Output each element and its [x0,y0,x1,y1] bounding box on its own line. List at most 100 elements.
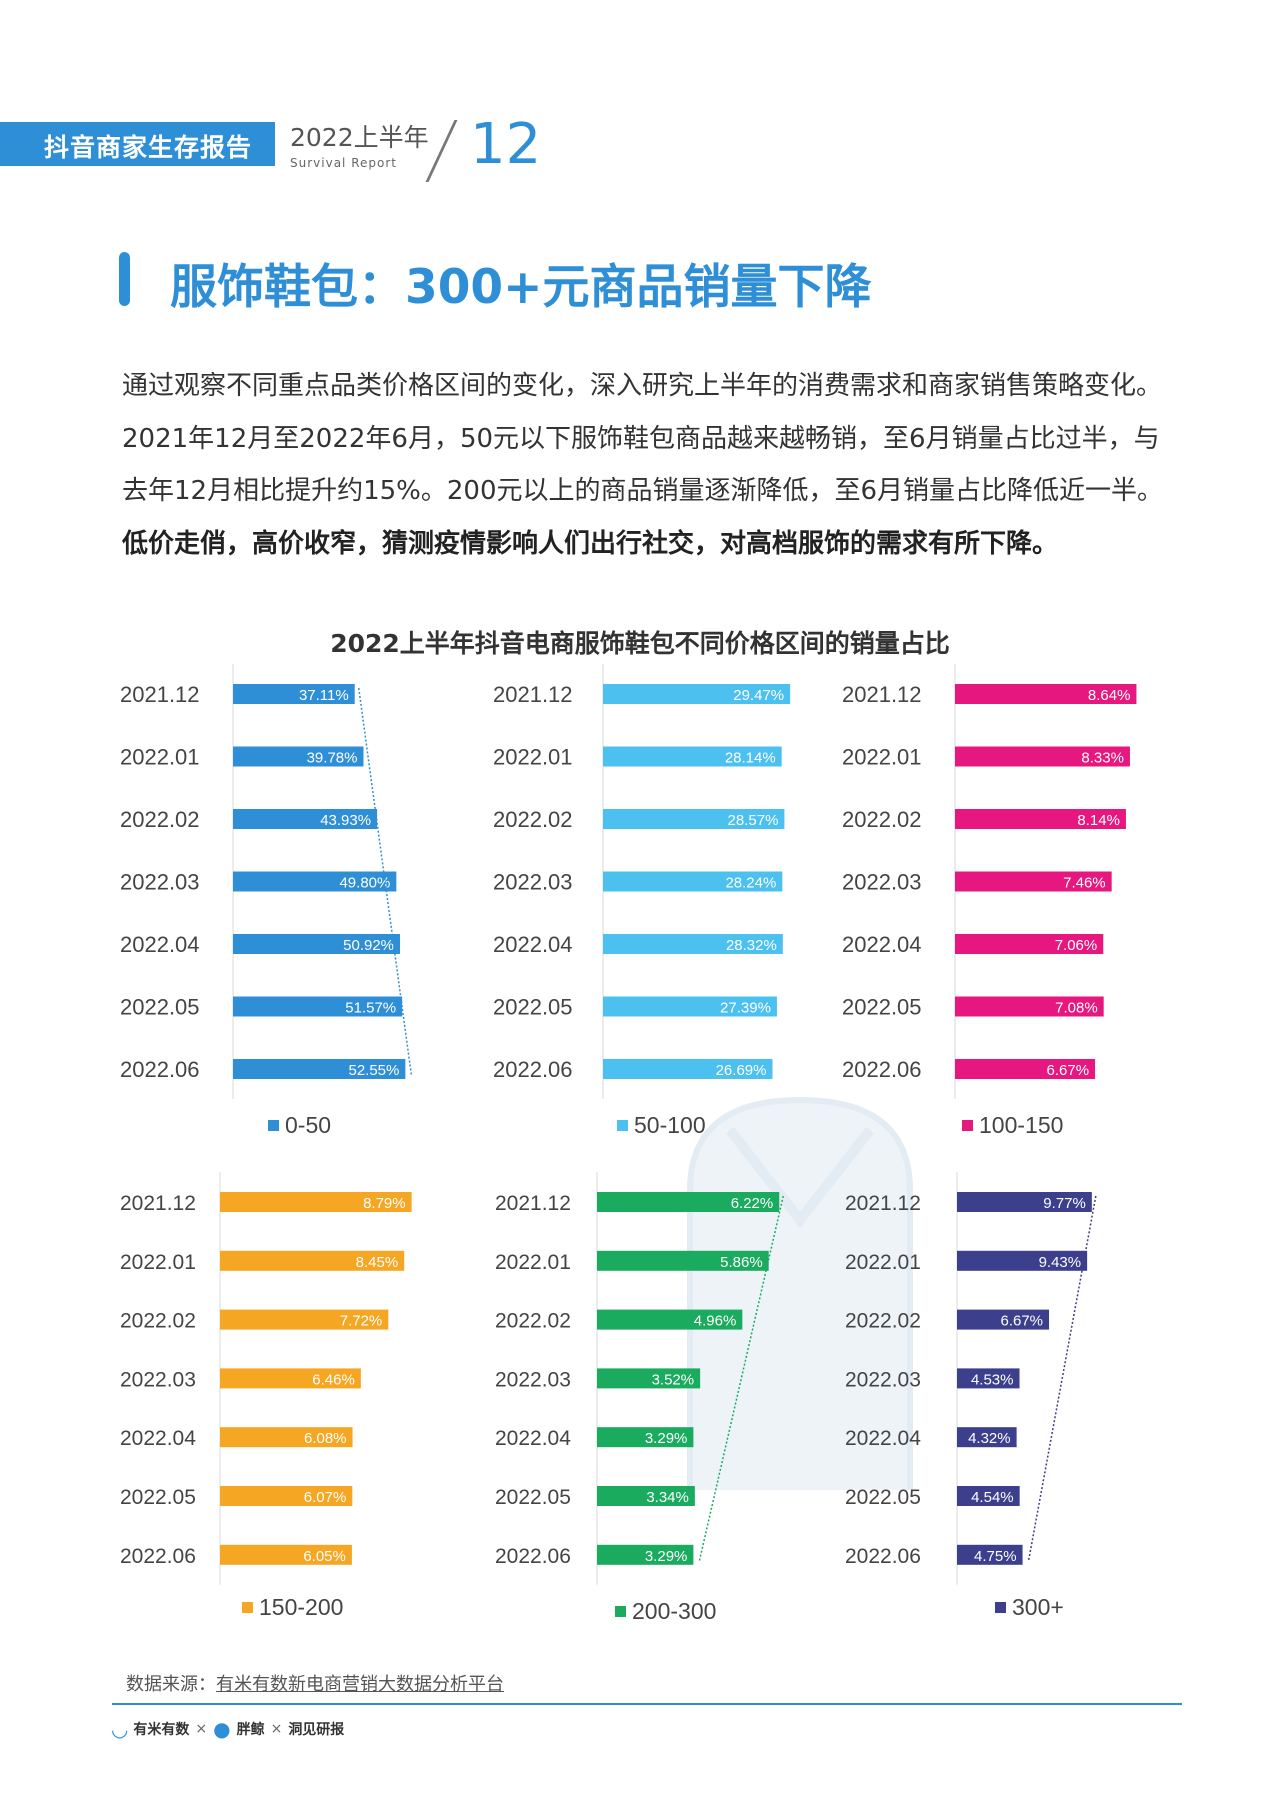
data-label: 8.79% [363,1195,406,1212]
footer-rule [112,1703,1182,1705]
data-label: 7.08% [1055,1000,1098,1017]
category-label: 2022.02 [493,807,573,832]
category-label: 2022.03 [495,1368,571,1391]
category-label: 2022.06 [842,1057,922,1082]
data-label: 28.57% [728,812,779,829]
bar [603,684,791,704]
category-label: 2022.05 [845,1486,921,1509]
logo-youmi: 有米有数 [133,1722,190,1738]
bar [955,934,1104,954]
legend-label: 0-50 [285,1112,331,1138]
trend-line [357,687,413,1076]
data-label: 6.07% [304,1489,347,1506]
report-tab-label: 抖音商家生存报告 [44,133,253,162]
category-label: 2022.04 [120,932,200,957]
logo-separator: × [270,1721,283,1737]
category-label: 2022.03 [120,870,200,895]
category-label: 2022.03 [842,870,922,895]
category-label: 2022.05 [493,995,573,1020]
data-label: 7.06% [1055,937,1098,954]
title-accent-bar [119,252,130,306]
bar [603,746,782,767]
bar [597,1486,695,1506]
category-label: 2022.05 [120,1486,196,1509]
bar [957,1486,1020,1506]
bar [957,1368,1020,1389]
data-label: 6.67% [1000,1313,1043,1330]
legend-swatch [242,1602,253,1613]
logo-dongjian: 洞见研报 [288,1722,345,1738]
legend-swatch [995,1602,1006,1613]
bar [957,1250,1088,1271]
bar [955,871,1112,892]
data-label: 27.39% [720,1000,771,1017]
data-label: 5.86% [720,1254,763,1271]
bar [233,996,403,1017]
bar [597,1192,780,1212]
legend-swatch [615,1606,626,1617]
category-label: 2021.12 [120,682,200,707]
data-label: 28.14% [725,750,776,767]
data-label: 4.96% [694,1313,737,1330]
data-label: 8.33% [1081,750,1124,767]
legend-label: 100-150 [979,1112,1063,1138]
page-number: 12 [470,112,542,177]
data-label: 3.34% [646,1489,689,1506]
trend-line [1027,1195,1097,1561]
source-label: 数据来源： [126,1674,216,1695]
bar [233,809,378,829]
bar [603,1059,773,1079]
bar [597,1427,694,1448]
data-label: 4.32% [968,1430,1011,1447]
data-label: 39.78% [307,750,358,767]
category-label: 2022.04 [845,1427,921,1450]
bar [603,871,783,892]
category-label: 2021.12 [120,1192,196,1215]
legend-label: 150-200 [259,1594,343,1620]
category-label: 2022.02 [120,1310,196,1333]
bar [220,1192,412,1212]
bar [220,1309,389,1330]
logo-separator: × [195,1721,208,1737]
data-label: 29.47% [733,687,784,704]
bar [955,996,1104,1017]
bar [597,1368,701,1389]
category-label: 2022.01 [493,745,573,770]
page-title: 服饰鞋包：300+元商品销量下降 [170,260,872,315]
category-label: 2022.05 [120,995,200,1020]
category-label: 2022.05 [495,1486,571,1509]
bar [220,1427,353,1448]
data-label: 3.29% [645,1548,688,1565]
category-label: 2022.06 [495,1545,571,1568]
footer-logos: ◡ 有米有数 × ● 胖鲸 × 洞见研报 [112,1712,344,1746]
legend-label: 50-100 [634,1112,706,1138]
bar [233,934,401,954]
data-label: 50.92% [343,937,394,954]
bar [220,1486,353,1506]
data-label: 6.46% [312,1371,355,1388]
category-label: 2022.01 [495,1251,571,1274]
source-text: 有米有数新电商营销大数据分析平台 [216,1674,504,1695]
category-label: 2022.06 [845,1545,921,1568]
category-label: 2022.01 [120,745,200,770]
intro-bold-text: 低价走俏，高价收窄，猜测疫情影响人们出行社交，对高档服饰的需求有所下降。 [122,528,1059,559]
category-label: 2022.05 [842,995,922,1020]
data-label: 9.43% [1039,1254,1082,1271]
bar [233,1059,406,1079]
bar [957,1309,1050,1330]
bar [603,934,783,954]
category-label: 2021.12 [495,1192,571,1215]
data-label: 8.64% [1088,687,1131,704]
intro-text: 通过观察不同重点品类价格区间的变化，深入研究上半年的消费需求和商家销售策略变化。… [122,371,1164,506]
bar [233,746,364,767]
data-label: 43.93% [320,812,371,829]
category-label: 2022.01 [845,1251,921,1274]
data-label: 8.45% [356,1254,399,1271]
category-label: 2022.02 [495,1310,571,1333]
category-label: 2022.02 [842,807,922,832]
bar [957,1544,1023,1565]
data-label: 52.55% [348,1062,399,1079]
bar [955,809,1126,829]
data-label: 6.67% [1047,1062,1090,1079]
